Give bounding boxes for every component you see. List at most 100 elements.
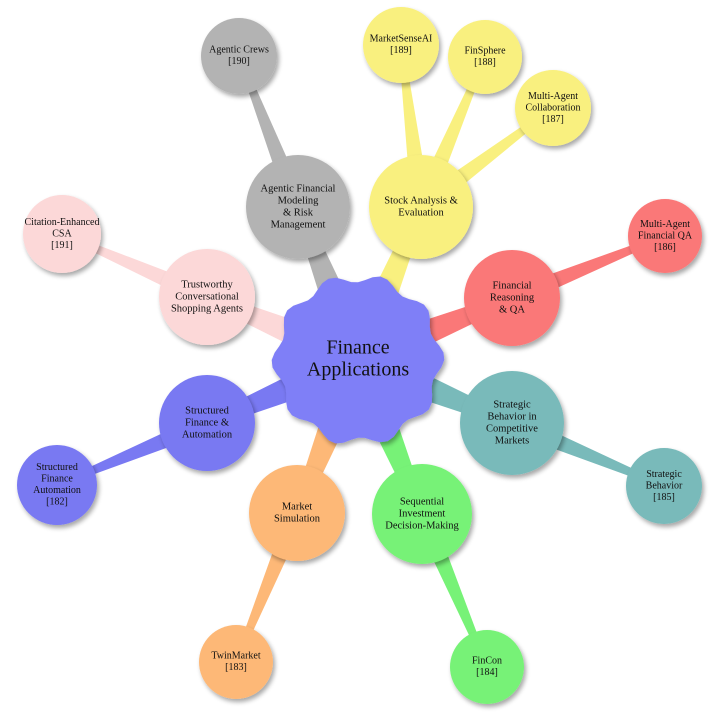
branch-node-stock-analysis-label: Stock Analysis &Evaluation (384, 195, 458, 218)
leaf-node-shape (363, 7, 439, 83)
leaf-node-shape (17, 445, 97, 525)
leaf-node-multi-agent-collaboration-label-line: Multi-Agent (528, 91, 578, 102)
branch-node-strategic-behavior-markets-label-line: Markets (495, 435, 529, 446)
branch-node-strategic-behavior-markets-label-line: Competitive (486, 423, 538, 434)
leaf-node-shape (628, 199, 702, 273)
leaf-node-shape (450, 630, 524, 704)
connector-sequential-investment-to-fincon (429, 545, 482, 648)
branch-node-trustworthy-shopping-agents-label-line: Conversational (175, 291, 239, 302)
leaf-node-strategic-behavior-label-line: [185] (653, 492, 675, 503)
leaf-node-citation-enhanced-csa-label-line: Citation-Enhanced (25, 217, 100, 228)
connector-market-simulation-to-twinmarket (241, 543, 291, 643)
leaf-node-shape (23, 195, 101, 273)
branch-node-shape (464, 250, 560, 346)
branch-node-shape (369, 155, 473, 259)
branch-node-agentic-financial-modeling-label-line: & Risk (283, 207, 314, 218)
branch-node-agentic-financial-modeling-label-line: Agentic Financial (261, 183, 336, 194)
branch-node-strategic-behavior-markets-label-line: Behavior in (487, 411, 537, 422)
leaf-node-twinmarket-label: TwinMarket[183] (211, 651, 261, 674)
leaf-node-multi-agent-financial-qa-label-line: Multi-Agent (640, 219, 690, 230)
leaf-node-strategic-behavior-label-line: Behavior (646, 480, 683, 491)
connector-stock-analysis-to-finsphere (428, 76, 480, 175)
branch-node-stock-analysis: Stock Analysis &Evaluation (369, 155, 473, 259)
leaf-node-shape (199, 625, 273, 699)
leaf-node-structured-finance-automation-leaf-label-line: Automation (33, 485, 81, 496)
leaf-node-shape (515, 70, 591, 146)
branch-node-financial-reasoning-qa-label-line: Reasoning (490, 292, 535, 303)
connector-agentic-financial-modeling-to-agentic-crews (244, 75, 292, 174)
leaf-node-marketsenseai-label-line: [189] (390, 45, 412, 56)
leaf-node-marketsenseai: MarketSenseAI[189] (363, 7, 439, 83)
connector-strategic-behavior-markets-to-strategic-behavior (544, 430, 645, 481)
leaf-node-shape (448, 20, 522, 94)
leaf-node-finsphere: FinSphere[188] (448, 20, 522, 94)
branch-node-market-simulation-label-line: Market (282, 501, 312, 512)
leaf-node-strategic-behavior-label-line: Strategic (646, 469, 682, 480)
branch-node-structured-finance-automation-label-line: Finance & (185, 417, 229, 428)
leaf-node-multi-agent-financial-qa-label-line: Financial QA (638, 230, 693, 241)
leaf-node-marketsenseai-label: MarketSenseAI[189] (370, 34, 433, 57)
leaf-node-multi-agent-financial-qa-label-line: [186] (654, 242, 676, 253)
leaf-node-marketsenseai-label-line: MarketSenseAI (370, 34, 433, 45)
leaf-node-structured-finance-automation-leaf-label-line: Finance (41, 474, 73, 485)
leaf-node-finsphere-label-line: FinSphere (464, 46, 506, 57)
branch-node-shape (249, 465, 345, 561)
branch-node-sequential-investment-label-line: Sequential (400, 496, 444, 507)
leaf-node-agentic-crews: Agentic Crews[190] (201, 18, 277, 94)
leaf-node-fincon: FinCon[184] (450, 630, 524, 704)
center-node-shape (271, 276, 445, 444)
branch-node-sequential-investment-label-line: Investment (399, 508, 446, 519)
branch-node-trustworthy-shopping-agents-label-line: Trustworthy (181, 279, 233, 290)
branch-node-sequential-investment-label-line: Decision-Making (385, 520, 459, 531)
branch-node-strategic-behavior-markets-label-line: Strategic (493, 399, 531, 410)
branch-node-shape (246, 155, 350, 259)
branch-node-shape (372, 464, 472, 564)
connector-structured-finance-automation-to-structured-finance-automation-leaf (77, 429, 177, 480)
leaf-node-shape (626, 448, 702, 524)
branch-node-stock-analysis-label-line: Stock Analysis & (384, 195, 458, 206)
leaf-node-twinmarket: TwinMarket[183] (199, 625, 273, 699)
leaf-node-fincon-label-line: FinCon (472, 656, 502, 667)
leaf-node-citation-enhanced-csa-label-line: CSA (52, 228, 72, 239)
leaf-node-citation-enhanced-csa-label-line: [191] (51, 240, 73, 251)
leaf-node-twinmarket-label-line: TwinMarket (211, 651, 261, 662)
branch-node-agentic-financial-modeling-label-line: Management (271, 219, 326, 230)
leaf-node-structured-finance-automation-leaf-label-line: Structured (36, 462, 78, 473)
leaf-node-finsphere-label-line: [188] (474, 57, 496, 68)
connector-stock-analysis-to-multi-agent-collaboration (447, 118, 537, 190)
leaf-node-shape (201, 18, 277, 94)
leaf-node-fincon-label-line: [184] (476, 667, 498, 678)
branch-node-stock-analysis-label-line: Evaluation (398, 207, 444, 218)
leaf-node-twinmarket-label-line: [183] (225, 662, 247, 673)
branch-node-structured-finance-automation-label-line: Automation (182, 429, 233, 440)
branch-node-financial-reasoning-qa-label-line: & QA (499, 304, 525, 315)
branch-node-shape (159, 375, 255, 471)
branch-node-agentic-financial-modeling-label-line: Modeling (278, 195, 320, 206)
center-node-label-line: Finance (326, 337, 389, 359)
